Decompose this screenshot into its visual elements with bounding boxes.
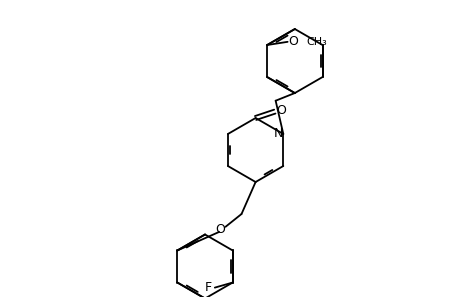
Text: O: O	[215, 223, 225, 236]
Text: O: O	[287, 35, 297, 48]
Text: N: N	[274, 127, 283, 140]
Text: CH₃: CH₃	[306, 37, 327, 47]
Text: O: O	[276, 104, 285, 117]
Text: F: F	[204, 281, 212, 294]
